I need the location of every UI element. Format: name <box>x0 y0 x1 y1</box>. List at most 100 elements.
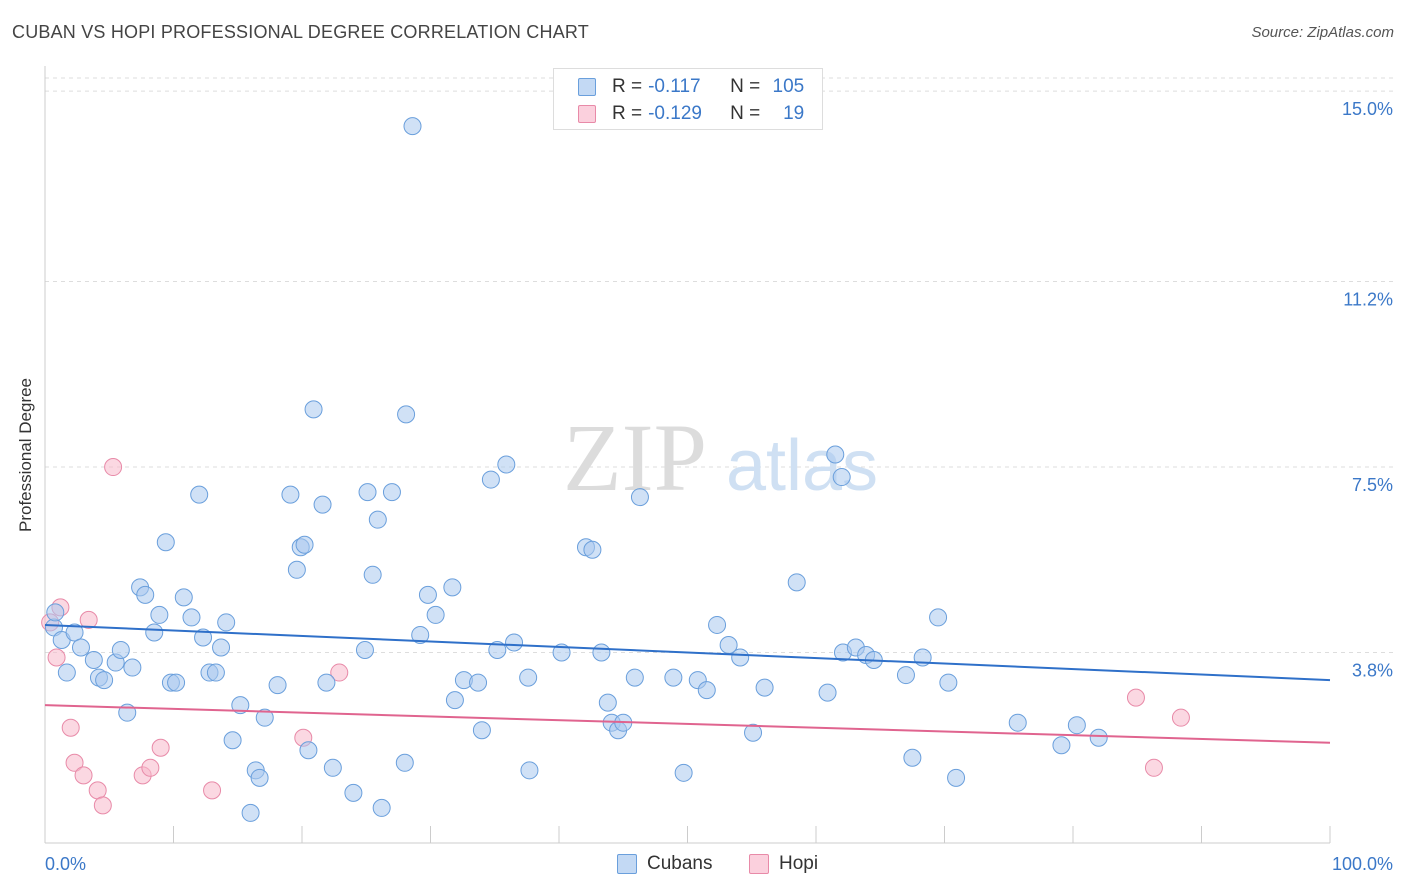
cubans-point <box>46 603 65 622</box>
cubans-point <box>929 608 948 627</box>
cubans-swatch <box>578 78 596 96</box>
cubans-point <box>418 585 437 604</box>
x-tick-label-max: 100.0% <box>1332 854 1393 874</box>
hopi-point <box>88 781 107 800</box>
cubans-point <box>206 663 225 682</box>
cubans-point <box>372 798 391 817</box>
cubans-points <box>44 117 1108 822</box>
cubans-point <box>903 748 922 767</box>
hopi-points <box>41 458 1190 815</box>
cubans-point <box>299 741 318 760</box>
legend-row-hopi: R = -0.129 N = 19 <box>578 102 804 126</box>
cubans-point <box>250 768 269 787</box>
cubans-point <box>1052 736 1071 755</box>
watermark-atlas: atlas <box>726 426 878 506</box>
hopi-swatch <box>578 105 596 123</box>
cubans-point <box>826 445 845 464</box>
cubans-point <box>150 605 169 624</box>
cubans-legend-swatch <box>617 854 637 874</box>
cubans-point <box>57 663 76 682</box>
cubans-point <box>281 485 300 504</box>
chart-title: CUBAN VS HOPI PROFESSIONAL DEGREE CORREL… <box>12 22 589 42</box>
cubans-point <box>583 540 602 559</box>
hopi-point <box>65 753 84 772</box>
r-value-cubans: -0.117 <box>648 76 701 97</box>
cubans-point <box>625 668 644 687</box>
cubans-point <box>1008 713 1027 732</box>
hopi-point <box>330 663 349 682</box>
hopi-point <box>1126 688 1145 707</box>
cubans-point <box>190 485 209 504</box>
cubans-point <box>123 658 142 677</box>
cubans-point <box>317 673 336 692</box>
cubans-point <box>939 673 958 692</box>
legend-row-cubans: R = -0.117 N = 105 <box>578 75 804 99</box>
cubans-point <box>84 651 103 670</box>
cubans-point <box>156 533 175 552</box>
cubans-point <box>445 691 464 710</box>
hopi-legend-label: Hopi <box>779 853 819 874</box>
cubans-point <box>167 673 186 692</box>
cubans-point <box>95 671 114 690</box>
cubans-point <box>598 693 617 712</box>
cubans-point <box>295 535 314 554</box>
y-tick-label: 3.8% <box>1352 661 1393 681</box>
cubans-point <box>344 783 363 802</box>
cubans-point <box>287 560 306 579</box>
r-value-hopi: -0.129 <box>648 103 702 124</box>
cubans-point <box>674 763 693 782</box>
n-label: N = <box>730 103 761 124</box>
cubans-point <box>818 683 837 702</box>
hopi-point <box>151 738 170 757</box>
cubans-point <box>411 625 430 644</box>
cubans-point <box>664 668 683 687</box>
cubans-point <box>358 483 377 502</box>
hopi-point <box>104 458 123 477</box>
cubans-point <box>212 638 231 657</box>
cubans-point <box>65 623 84 642</box>
cubans-point <box>194 628 213 647</box>
cubans-point <box>731 648 750 667</box>
cubans-point <box>469 673 488 692</box>
cubans-point <box>519 668 538 687</box>
cubans-point <box>481 470 500 489</box>
legend-item-hopi: Hopi <box>749 852 818 876</box>
y-tick-label: 11.2% <box>1343 290 1393 310</box>
cubans-point <box>520 761 539 780</box>
cubans-point <box>231 696 250 715</box>
hopi-point <box>74 766 93 785</box>
cubans-point <box>1067 716 1086 735</box>
cubans-point <box>896 666 915 685</box>
trendlines <box>44 623 1331 744</box>
cubans-trendline <box>44 623 1331 682</box>
cubans-point <box>488 641 507 660</box>
cubans-point <box>787 573 806 592</box>
x-tick-label-min: 0.0% <box>45 854 86 874</box>
hopi-point <box>93 796 112 815</box>
cubans-point <box>136 585 155 604</box>
legend-item-cubans: Cubans <box>617 852 713 876</box>
cubans-point <box>145 623 164 642</box>
hopi-point <box>1144 758 1163 777</box>
cubans-point <box>395 753 414 772</box>
cubans-point <box>1089 728 1108 747</box>
hopi-trendline <box>44 704 1331 744</box>
cubans-point <box>368 510 387 529</box>
cubans-point <box>355 641 374 660</box>
hopi-point <box>1171 708 1190 727</box>
n-label: N = <box>730 76 761 97</box>
cubans-point <box>363 565 382 584</box>
cubans-point <box>382 483 401 502</box>
cubans-point <box>174 588 193 607</box>
cubans-point <box>403 117 422 136</box>
y-tick-label: 15.0% <box>1342 99 1393 119</box>
y-tick-label: 7.5% <box>1352 475 1393 495</box>
r-label: R = <box>612 103 643 124</box>
cubans-point <box>111 641 130 660</box>
hopi-point <box>203 781 222 800</box>
cubans-point <box>255 708 274 727</box>
cubans-point <box>832 468 851 487</box>
hopi-point <box>79 610 98 629</box>
cubans-point <box>592 643 611 662</box>
